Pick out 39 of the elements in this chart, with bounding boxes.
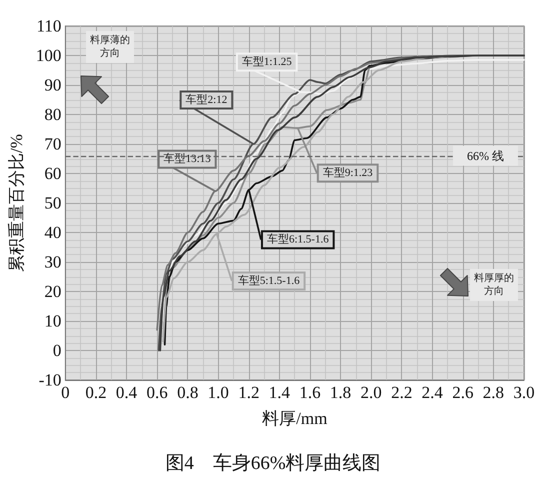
y-tick-label: 0 (52, 341, 62, 360)
text: 车型6:1.5-1.6 (266, 232, 330, 246)
x-tick-label: 1.8 (330, 383, 352, 402)
ref-line-label: 66% 线 (467, 148, 504, 163)
x-tick-label: 2.8 (482, 383, 504, 402)
text: 车型5:1.5-1.6 (238, 274, 300, 287)
y-tick-label: 100 (36, 46, 62, 65)
x-tick-label: 1.4 (268, 383, 291, 402)
x-tick-label: 2.4 (422, 383, 444, 402)
y-tick-label: 50 (44, 194, 62, 212)
y-tick-label: 10 (44, 312, 62, 330)
x-tick-label: 1.2 (238, 383, 260, 402)
x-tick-label: 0.2 (85, 383, 107, 402)
y-tick-label: -10 (38, 370, 62, 390)
text: 图4 车身66%料厚曲线图 (165, 453, 381, 474)
x-tick-label: 1.0 (208, 383, 229, 402)
text: 车型2:12 (186, 93, 228, 106)
x-axis-title: 料厚/mm (262, 409, 328, 428)
y-tick-label: 30 (44, 252, 62, 272)
y-tick-label: 70 (44, 134, 62, 154)
x-tick-label: 0.4 (116, 383, 138, 402)
y-tick-label: 110 (36, 16, 62, 36)
x-tick-label: 0.6 (146, 383, 168, 402)
y-tick-label: 80 (44, 105, 62, 124)
annotation: 料厚厚的方向 (474, 272, 514, 297)
text: 车型1:1.25 (242, 55, 292, 68)
annotation: 料厚薄的方向 (90, 34, 130, 59)
y-tick-label: 60 (44, 164, 62, 183)
x-tick-label: 0.8 (177, 383, 198, 402)
x-tick-label: 3.0 (513, 383, 535, 402)
y-axis-title: 累积重量百分比/% (7, 134, 26, 272)
x-tick-label: 2.2 (391, 383, 412, 402)
text: 车型9:1.23 (322, 166, 374, 180)
x-tick-label: 1.6 (299, 383, 321, 402)
y-tick-label: 90 (44, 76, 62, 94)
y-tick-label: 40 (44, 223, 62, 242)
y-tick-label: 20 (44, 282, 62, 301)
x-tick-label: 2.0 (360, 383, 382, 402)
x-tick-label: 2.6 (452, 383, 474, 402)
